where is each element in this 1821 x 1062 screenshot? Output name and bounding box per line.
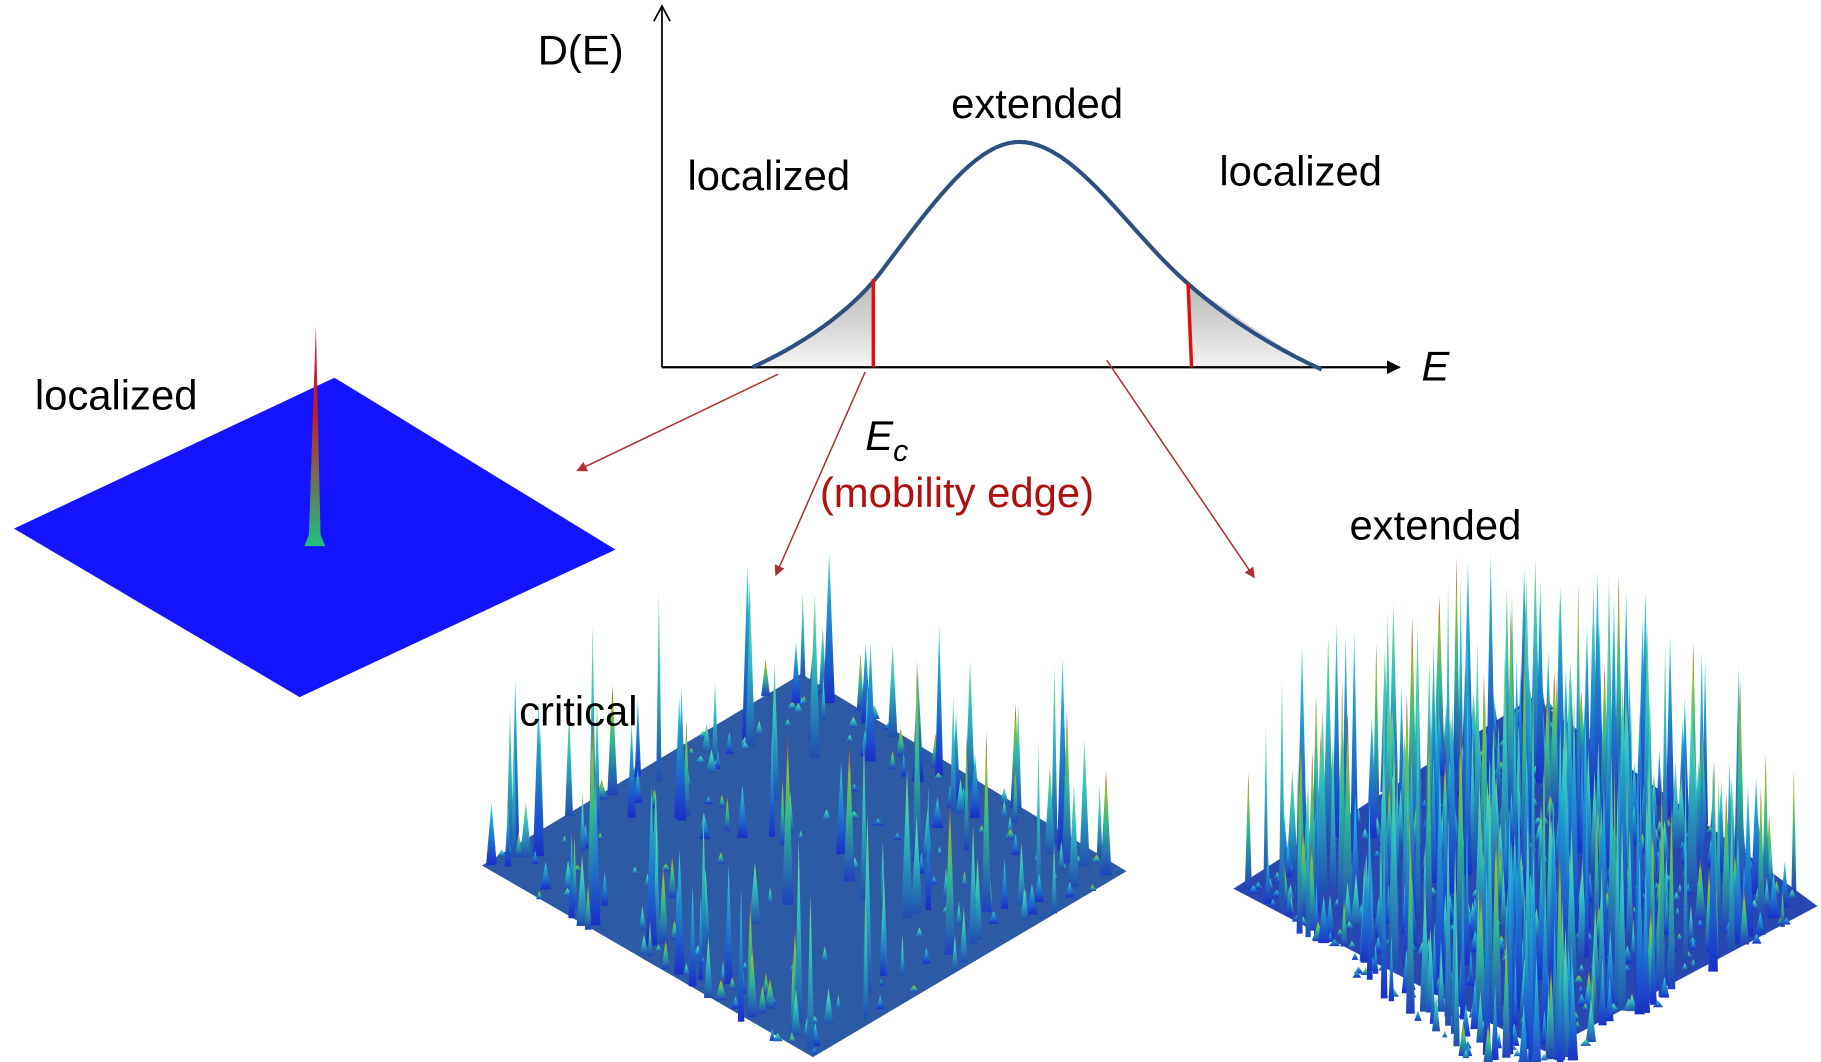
localized-shade xyxy=(1190,285,1321,370)
spike xyxy=(1097,785,1103,858)
spike xyxy=(1791,770,1796,895)
arrow xyxy=(577,374,778,470)
diagram: D(E) E extended localized localized Ec (… xyxy=(0,0,1821,1062)
subscript: c xyxy=(893,435,908,468)
spike xyxy=(1100,771,1111,875)
x-axis-label: E xyxy=(1421,343,1450,390)
spike xyxy=(1352,953,1359,960)
panel-label: extended xyxy=(1349,502,1521,549)
spike xyxy=(486,803,497,865)
spike xyxy=(935,625,943,775)
spike xyxy=(656,592,661,781)
spike xyxy=(1079,739,1089,867)
region-label: extended xyxy=(951,80,1123,127)
panel-label: critical xyxy=(519,688,637,735)
spike xyxy=(1245,772,1252,889)
mobility-edge-symbol: Ec xyxy=(865,412,908,468)
spike xyxy=(823,553,835,703)
spike xyxy=(1442,1030,1447,1037)
region-label: localized xyxy=(1219,148,1382,195)
y-axis-label: D(E) xyxy=(538,27,624,74)
spike xyxy=(1354,967,1363,974)
symbol: E xyxy=(865,412,894,459)
spike xyxy=(1264,725,1269,877)
spike xyxy=(1414,1010,1421,1020)
localized-shade xyxy=(753,281,874,367)
spike xyxy=(791,642,800,703)
spike xyxy=(761,660,770,696)
mobility-edge-caption: (mobility edge) xyxy=(820,469,1094,516)
spike xyxy=(1657,749,1662,805)
spike xyxy=(1662,643,1668,845)
panel-label: localized xyxy=(35,372,198,419)
spike xyxy=(1279,679,1285,911)
extended-spikes xyxy=(1245,554,1797,1062)
arrow xyxy=(1107,360,1254,577)
spike xyxy=(712,682,718,763)
spike xyxy=(520,801,531,857)
spike xyxy=(800,592,805,678)
region-label: localized xyxy=(687,152,850,199)
page: D(E) E extended localized localized Ec (… xyxy=(0,0,1821,1062)
spike xyxy=(888,644,898,737)
